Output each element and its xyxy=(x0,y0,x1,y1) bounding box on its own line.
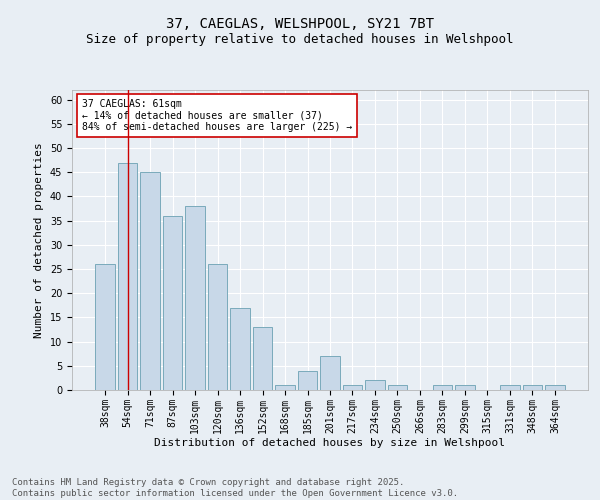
Bar xyxy=(298,370,317,390)
Bar xyxy=(253,327,272,390)
Bar xyxy=(208,264,227,390)
Bar xyxy=(365,380,385,390)
Text: 37 CAEGLAS: 61sqm
← 14% of detached houses are smaller (37)
84% of semi-detached: 37 CAEGLAS: 61sqm ← 14% of detached hous… xyxy=(82,99,353,132)
Bar xyxy=(118,162,137,390)
Bar xyxy=(500,385,520,390)
Bar xyxy=(320,356,340,390)
Text: Size of property relative to detached houses in Welshpool: Size of property relative to detached ho… xyxy=(86,32,514,46)
Bar xyxy=(433,385,452,390)
Bar xyxy=(185,206,205,390)
Bar xyxy=(343,385,362,390)
Bar xyxy=(455,385,475,390)
Bar xyxy=(230,308,250,390)
Text: 37, CAEGLAS, WELSHPOOL, SY21 7BT: 37, CAEGLAS, WELSHPOOL, SY21 7BT xyxy=(166,18,434,32)
Bar xyxy=(95,264,115,390)
Bar xyxy=(163,216,182,390)
Bar xyxy=(140,172,160,390)
X-axis label: Distribution of detached houses by size in Welshpool: Distribution of detached houses by size … xyxy=(155,438,505,448)
Text: Contains HM Land Registry data © Crown copyright and database right 2025.
Contai: Contains HM Land Registry data © Crown c… xyxy=(12,478,458,498)
Bar xyxy=(523,385,542,390)
Bar xyxy=(275,385,295,390)
Y-axis label: Number of detached properties: Number of detached properties xyxy=(34,142,44,338)
Bar xyxy=(545,385,565,390)
Bar xyxy=(388,385,407,390)
